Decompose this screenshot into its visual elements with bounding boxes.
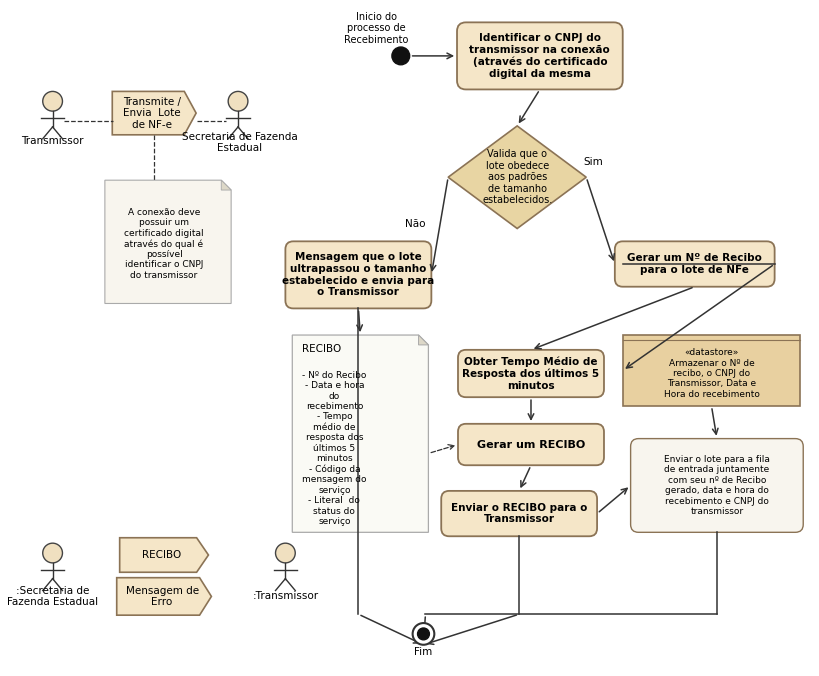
Circle shape <box>43 91 62 111</box>
FancyBboxPatch shape <box>458 424 604 465</box>
Circle shape <box>417 628 429 639</box>
Text: - Nº do Recibo
- Data e hora
do
recebimento
- Tempo
médio de
resposta dos
último: - Nº do Recibo - Data e hora do recebime… <box>301 371 366 526</box>
Text: Sim: Sim <box>582 158 602 168</box>
Polygon shape <box>418 335 428 345</box>
FancyBboxPatch shape <box>441 491 596 536</box>
Circle shape <box>228 91 247 111</box>
Text: Enviar o lote para a fila
de entrada juntamente
com seu nº de Recibo
gerado, dat: Enviar o lote para a fila de entrada jun… <box>663 455 769 516</box>
Text: Obter Tempo Médio de
Resposta dos últimos 5
minutos: Obter Tempo Médio de Resposta dos último… <box>462 356 599 391</box>
Text: Inicio do
processo de
Recebimento: Inicio do processo de Recebimento <box>343 11 408 45</box>
Text: RECIBO: RECIBO <box>301 344 341 354</box>
Text: RECIBO: RECIBO <box>143 550 182 560</box>
FancyBboxPatch shape <box>456 22 622 89</box>
Polygon shape <box>116 578 211 615</box>
FancyBboxPatch shape <box>614 241 774 287</box>
Text: Mensagem de
Erro: Mensagem de Erro <box>125 585 198 607</box>
Polygon shape <box>221 180 231 190</box>
Circle shape <box>412 623 434 645</box>
Polygon shape <box>292 335 428 532</box>
Polygon shape <box>112 91 196 135</box>
Circle shape <box>275 543 295 563</box>
Text: Identificar o CNPJ do
transmissor na conexão
(através do certificado
digital da : Identificar o CNPJ do transmissor na con… <box>469 33 609 78</box>
Text: Enviar o RECIBO para o
Transmissor: Enviar o RECIBO para o Transmissor <box>450 503 586 525</box>
Polygon shape <box>448 126 586 228</box>
Text: :Secretaria de
Fazenda Estadual: :Secretaria de Fazenda Estadual <box>7 585 98 607</box>
Text: Transmissor: Transmissor <box>21 136 84 146</box>
Text: A conexão deve
possuir um
certificado digital
através do qual é
possível
identif: A conexão deve possuir um certificado di… <box>124 208 204 280</box>
Text: Transmite /
Envia  Lote
de NF-e: Transmite / Envia Lote de NF-e <box>123 97 181 130</box>
Text: :Transmissor: :Transmissor <box>252 592 318 602</box>
Text: Mensagem que o lote
ultrapassou o tamanho
estabelecido e envia para
o Transmisso: Mensagem que o lote ultrapassou o tamanh… <box>282 252 434 297</box>
Text: Fim: Fim <box>414 647 432 656</box>
Text: Não: Não <box>405 218 425 228</box>
Text: Secretaria de Fazenda
Estadual: Secretaria de Fazenda Estadual <box>182 132 297 153</box>
Polygon shape <box>120 537 208 573</box>
Text: «datastore»
Armazenar o Nº de
recibo, o CNPJ do
Transmissor, Data e
Hora do rece: «datastore» Armazenar o Nº de recibo, o … <box>663 348 758 399</box>
Circle shape <box>43 543 62 563</box>
Bar <box>622 335 799 406</box>
FancyBboxPatch shape <box>630 439 803 532</box>
FancyBboxPatch shape <box>285 241 431 308</box>
Text: Valida que o
lote obedece
aos padrões
de tamanho
estabelecidos.: Valida que o lote obedece aos padrões de… <box>482 149 552 206</box>
FancyBboxPatch shape <box>458 350 604 397</box>
Circle shape <box>391 47 410 65</box>
Polygon shape <box>105 180 231 304</box>
Text: Gerar um Nº de Recibo
para o lote de NFe: Gerar um Nº de Recibo para o lote de NFe <box>627 254 761 275</box>
Text: Gerar um RECIBO: Gerar um RECIBO <box>477 439 585 450</box>
